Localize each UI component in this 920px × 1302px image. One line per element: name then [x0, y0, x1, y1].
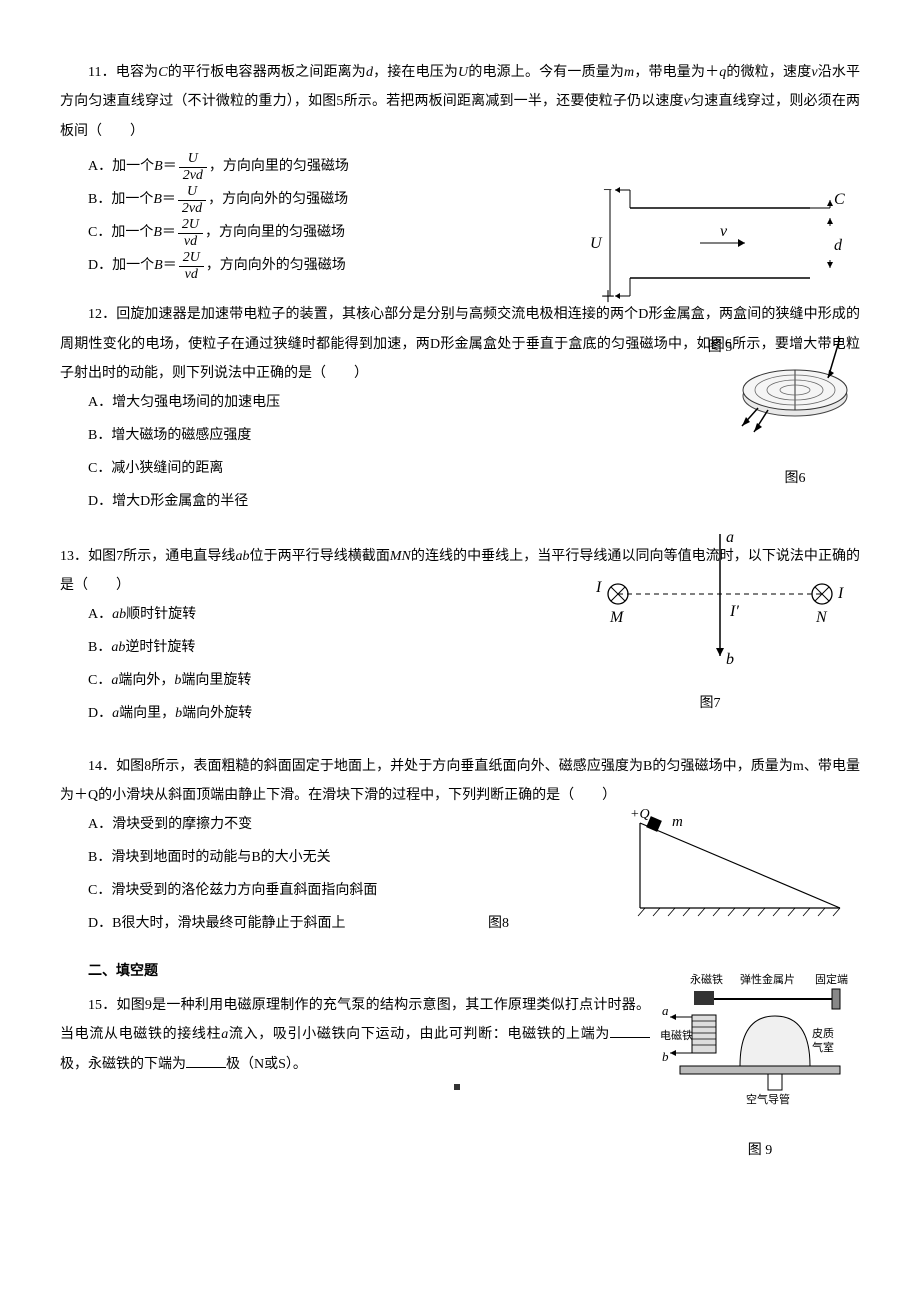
svg-text:固定端: 固定端 — [815, 972, 848, 986]
q11-text: 11．电容为C的平行板电容器两板之间距离为d，接在电压为U的电源上。今有一质量为… — [60, 58, 860, 146]
svg-text:I′: I′ — [729, 603, 739, 620]
q12-number: 12． — [88, 307, 116, 322]
fraction: U2vd — [179, 152, 207, 183]
svg-text:弹性金属片: 弹性金属片 — [740, 972, 795, 986]
svg-text:d: d — [834, 237, 843, 254]
svg-text:+Q: +Q — [630, 808, 650, 822]
svg-text:气室: 气室 — [812, 1040, 834, 1054]
svg-text:a: a — [726, 529, 734, 546]
figure-7: a b I′ I M I N 图7 — [560, 524, 860, 719]
svg-text:I: I — [595, 579, 602, 596]
figure-6: 图6 — [730, 338, 860, 493]
figure-8-caption: 图8 — [488, 909, 509, 940]
question-14: +Q m 14．如图8所示，表面粗糙的斜面固定于地面上，并处于方向垂直纸面向外、… — [60, 752, 860, 940]
svg-text:b: b — [662, 1049, 669, 1064]
q13-number: 13． — [60, 549, 88, 564]
svg-text:I: I — [837, 585, 844, 602]
svg-text:m: m — [672, 814, 683, 830]
svg-text:M: M — [609, 609, 625, 626]
svg-text:a: a — [662, 1003, 669, 1018]
page-center-marker — [454, 1084, 460, 1090]
q11-number: 11． — [88, 65, 116, 80]
svg-text:N: N — [815, 609, 828, 626]
figure-6-caption: 图6 — [730, 464, 860, 493]
q14-text: 14．如图8所示，表面粗糙的斜面固定于地面上，并处于方向垂直纸面向外、磁感应强度… — [60, 752, 860, 811]
svg-text:皮质: 皮质 — [812, 1027, 834, 1040]
svg-text:b: b — [726, 651, 734, 668]
svg-text:U: U — [590, 235, 603, 252]
q14-number: 14． — [88, 759, 116, 774]
svg-text:电磁铁: 电磁铁 — [660, 1029, 693, 1042]
q15-number: 15． — [88, 998, 116, 1013]
svg-text:空气导管: 空气导管 — [746, 1092, 790, 1106]
question-11: 11．电容为C的平行板电容器两板之间距离为d，接在电压为U的电源上。今有一质量为… — [60, 58, 860, 282]
svg-text:v: v — [720, 223, 728, 240]
question-13: a b I′ I M I N 图7 13．如图7所示，通电直导线ab位于两平行导… — [60, 542, 860, 730]
blank-1[interactable] — [610, 1024, 650, 1038]
svg-text:C: C — [834, 191, 845, 208]
question-12: 图6 12．回旋加速器是加速带电粒子的装置，其核心部分是分别与高频交流电极相连接… — [60, 300, 860, 517]
blank-2[interactable] — [186, 1054, 226, 1068]
svg-text:−: − — [602, 182, 613, 199]
svg-text:永磁铁: 永磁铁 — [690, 972, 723, 986]
figure-9: 永磁铁 弹性金属片 固定端 a b 电磁铁 — [660, 971, 860, 1166]
figure-9-caption: 图 9 — [660, 1136, 860, 1165]
question-15: 永磁铁 弹性金属片 固定端 a b 电磁铁 — [60, 991, 860, 1079]
figure-7-caption: 图7 — [560, 689, 860, 718]
figure-8-svg: +Q m — [610, 808, 860, 939]
